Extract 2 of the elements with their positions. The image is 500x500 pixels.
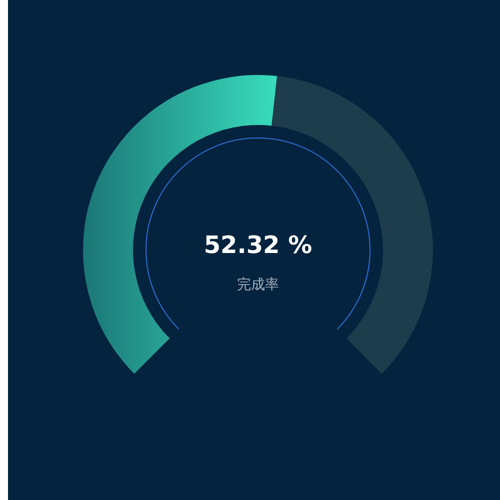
text: 完成率	[237, 277, 279, 293]
data-label: 52.32 %	[204, 231, 312, 259]
